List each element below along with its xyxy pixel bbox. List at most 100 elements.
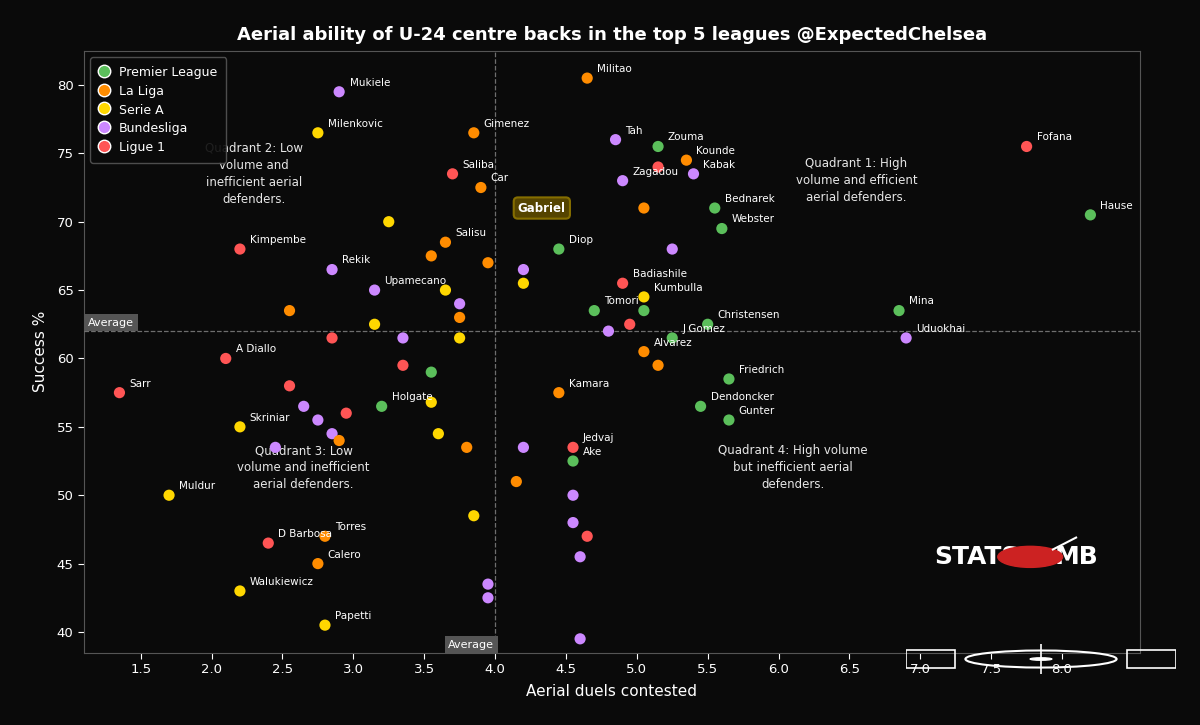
Text: Badiashile: Badiashile: [632, 269, 686, 279]
Text: Muldur: Muldur: [179, 481, 215, 491]
Point: [443, 168, 462, 180]
Point: [662, 332, 682, 344]
Point: [365, 318, 384, 330]
Point: [230, 585, 250, 597]
Point: [677, 154, 696, 166]
Text: Zagadou: Zagadou: [632, 167, 679, 177]
Point: [564, 489, 583, 501]
Text: Tomori: Tomori: [605, 297, 638, 307]
Point: [599, 326, 618, 337]
Point: [706, 202, 725, 214]
Point: [584, 304, 604, 316]
Point: [323, 264, 342, 276]
Point: [620, 318, 640, 330]
Point: [457, 442, 476, 453]
Text: Average: Average: [449, 639, 494, 650]
Point: [265, 442, 284, 453]
Text: Jedvaj: Jedvaj: [583, 434, 614, 443]
Point: [564, 517, 583, 529]
Text: MB: MB: [1055, 545, 1098, 569]
Text: Militao: Militao: [598, 64, 632, 74]
Text: Saliba: Saliba: [462, 160, 494, 170]
Point: [514, 264, 533, 276]
Text: Mina: Mina: [908, 297, 934, 307]
Point: [577, 531, 596, 542]
Text: Kamara: Kamara: [569, 378, 610, 389]
Point: [698, 318, 718, 330]
Point: [464, 510, 484, 521]
Point: [1018, 141, 1037, 152]
Point: [514, 278, 533, 289]
Text: Torres: Torres: [335, 522, 366, 532]
Text: Uduokhai: Uduokhai: [916, 324, 965, 334]
Text: STATS: STATS: [934, 545, 1020, 569]
Text: Ake: Ake: [583, 447, 602, 457]
Text: Quadrant 2: Low
volume and
inefficient aerial
defenders.: Quadrant 2: Low volume and inefficient a…: [205, 142, 304, 206]
Point: [648, 360, 667, 371]
Point: [308, 414, 328, 426]
Circle shape: [1030, 658, 1051, 660]
Point: [323, 332, 342, 344]
Point: [506, 476, 526, 487]
Point: [110, 387, 130, 399]
Point: [450, 332, 469, 344]
Point: [550, 387, 569, 399]
Text: Diop: Diop: [569, 235, 593, 245]
Point: [564, 442, 583, 453]
Point: [606, 134, 625, 146]
Point: [308, 127, 328, 138]
Point: [662, 244, 682, 255]
Point: [436, 236, 455, 248]
Point: [479, 257, 498, 268]
Circle shape: [998, 547, 1063, 568]
Text: Dendoncker: Dendoncker: [710, 392, 773, 402]
Point: [316, 531, 335, 542]
Point: [570, 633, 589, 645]
Text: Bednarek: Bednarek: [725, 194, 774, 204]
Point: [635, 291, 654, 303]
Point: [394, 360, 413, 371]
Point: [479, 579, 498, 590]
Text: Holgate: Holgate: [391, 392, 432, 402]
Legend: Premier League, La Liga, Serie A, Bundesliga, Ligue 1: Premier League, La Liga, Serie A, Bundes…: [90, 57, 226, 162]
Point: [450, 298, 469, 310]
Point: [450, 312, 469, 323]
Point: [464, 127, 484, 138]
Point: [896, 332, 916, 344]
Point: [635, 304, 654, 316]
Title: Aerial ability of U-24 centre backs in the top 5 leagues @ExpectedChelsea: Aerial ability of U-24 centre backs in t…: [236, 25, 988, 44]
Point: [635, 202, 654, 214]
Point: [372, 400, 391, 412]
Point: [394, 332, 413, 344]
Point: [648, 161, 667, 173]
Point: [472, 182, 491, 194]
Point: [337, 407, 356, 419]
Text: Milenkovic: Milenkovic: [328, 119, 383, 129]
Point: [259, 537, 278, 549]
Point: [550, 244, 569, 255]
Point: [613, 278, 632, 289]
Text: Gunter: Gunter: [739, 406, 775, 416]
Y-axis label: Success %: Success %: [34, 311, 48, 392]
Point: [230, 244, 250, 255]
Point: [365, 284, 384, 296]
Text: Gabriel: Gabriel: [518, 202, 566, 215]
Point: [280, 304, 299, 316]
Point: [160, 489, 179, 501]
Point: [691, 400, 710, 412]
Text: Hause: Hause: [1100, 201, 1133, 211]
Text: Rekik: Rekik: [342, 255, 371, 265]
Point: [577, 72, 596, 84]
Point: [308, 558, 328, 569]
X-axis label: Aerial duels contested: Aerial duels contested: [527, 684, 697, 699]
Point: [564, 455, 583, 467]
Text: Gimenez: Gimenez: [484, 119, 530, 129]
Text: Papetti: Papetti: [335, 611, 371, 621]
Text: A Diallo: A Diallo: [235, 344, 276, 355]
Bar: [1128, 650, 1176, 668]
Text: Quadrant 4: High volume
but inefficient aerial
defenders.: Quadrant 4: High volume but inefficient …: [718, 444, 868, 492]
Point: [421, 366, 440, 378]
Point: [280, 380, 299, 392]
Text: Quadrant 1: High
volume and efficient
aerial defenders.: Quadrant 1: High volume and efficient ae…: [796, 157, 917, 204]
Text: Kabak: Kabak: [703, 160, 736, 170]
